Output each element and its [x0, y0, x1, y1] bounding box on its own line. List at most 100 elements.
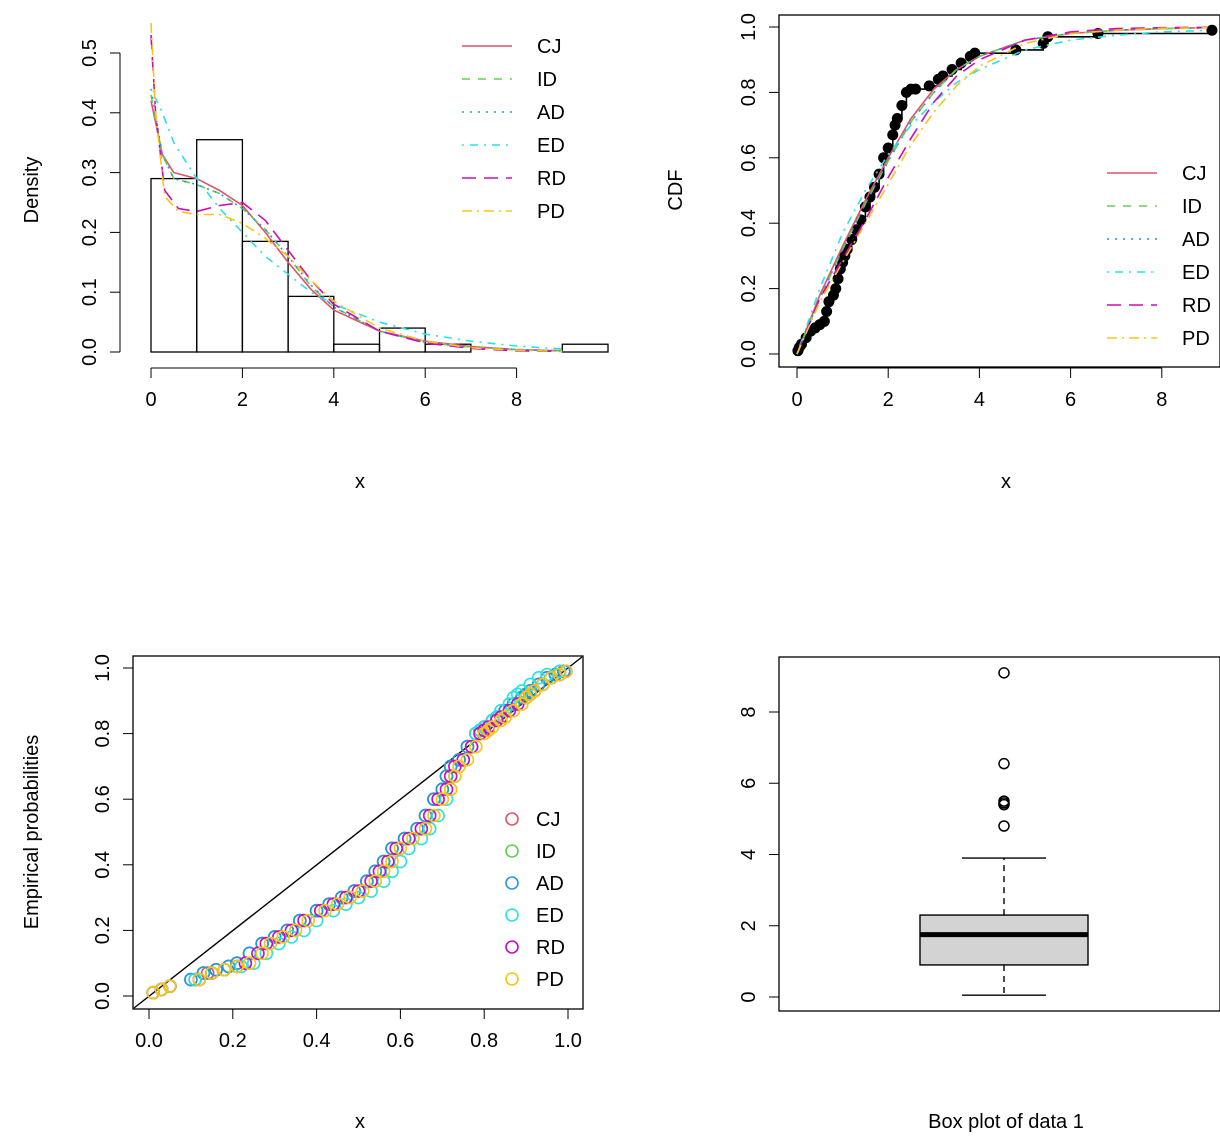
y-tick-label: 1.0 [92, 654, 114, 682]
y-tick-label: 1.0 [738, 13, 760, 41]
pp-point-pd [494, 713, 508, 728]
histogram-bar [241, 240, 289, 353]
pp-point-rd [464, 739, 479, 754]
empirical-cdf-point [887, 129, 899, 141]
empirical-cdf-point [882, 142, 894, 154]
pp-point-pd [443, 782, 458, 797]
pp-point-rd [238, 956, 253, 971]
density-curve-ad [150, 88, 563, 352]
density-curve-rd [150, 35, 563, 353]
pp-point-pd [460, 753, 475, 767]
outlier-point [998, 667, 1010, 679]
legend-label-pd: PD [537, 201, 565, 223]
cdf-curve-ed [796, 29, 1208, 355]
pp-point-ad [540, 671, 554, 685]
pp-point-pd [376, 864, 391, 879]
x-tick-label: 0 [145, 389, 156, 411]
pp-point-pd [498, 710, 512, 725]
pp-point-ad [309, 903, 324, 918]
pp-point-rd [473, 726, 487, 741]
y-tick-label: 0.8 [738, 78, 760, 106]
legend-label-id: ID [1182, 196, 1202, 218]
pp-plot-panel: 0.0 0.2 0.4 0.6 0.8 1.0 0.0 0.2 0.4 0.6 0.8 1.0 x Emp… [21, 654, 584, 1133]
pp-point-ed [477, 720, 492, 734]
pp-point-pd [330, 897, 345, 911]
cdf-curve-cj [796, 26, 1208, 355]
pp-point-rd [477, 723, 492, 738]
x-tick-label: 0 [791, 389, 802, 411]
y-tick-label: 0.3 [79, 159, 101, 187]
outlier-point [998, 757, 1010, 770]
pp-point-pd [205, 966, 219, 980]
pp-point-rd [326, 897, 341, 911]
pp-point-rd [401, 831, 416, 846]
legend-label-id: ID [537, 69, 557, 91]
pp-point-pd [276, 930, 290, 944]
pp-point-ad [322, 897, 336, 911]
y-tick-label: 0.4 [738, 209, 760, 237]
legend-label-ad: AD [536, 873, 564, 895]
pp-point-pd [469, 739, 483, 754]
pp-point-rd [389, 841, 404, 856]
legend-label-rd: RD [537, 168, 566, 190]
empirical-cdf-point [969, 47, 981, 59]
pp-point-rd [297, 913, 311, 928]
x-tick-label: 1.0 [554, 1030, 582, 1052]
histogram-bar [196, 139, 244, 353]
outlier-point [998, 795, 1010, 807]
cdf-curve-ad [796, 26, 1208, 355]
pp-point-pd [485, 720, 500, 734]
histogram-bar [333, 343, 381, 353]
pp-point-ed [234, 959, 248, 974]
pp-point-ad [385, 841, 399, 856]
pp-point-rd [351, 884, 366, 898]
pp-point-ed [552, 664, 567, 679]
empirical-cdf-point [821, 305, 833, 317]
pp-point-pd [519, 690, 533, 705]
y-tick-label: 0.0 [79, 338, 101, 366]
empirical-cdf-point [830, 283, 842, 295]
pp-point-pd [163, 979, 177, 993]
legend-key-cj [505, 812, 519, 826]
pp-point-ad [347, 884, 362, 898]
pp-point-rd [494, 710, 508, 725]
legend-key-ad [505, 876, 519, 890]
legend-label-cj: CJ [537, 36, 561, 58]
legend-label-rd: RD [536, 937, 565, 959]
pp-point-pd [527, 684, 542, 698]
y-axis-title: Empirical probabilities [21, 735, 43, 930]
pp-point-rd [313, 903, 328, 918]
legend-label-ad: AD [537, 102, 565, 124]
pp-point-ad [209, 962, 223, 977]
empirical-cdf-point [891, 113, 903, 125]
y-tick-label: 0.4 [92, 851, 114, 879]
x-tick-label: 8 [511, 389, 522, 411]
x-tick-label: 8 [1156, 389, 1167, 411]
pp-point-pd [452, 759, 466, 774]
cdf-curve-id [796, 26, 1208, 355]
x-tick-label: 0.4 [303, 1030, 331, 1052]
pp-point-rd [422, 808, 437, 823]
y-tick-label: 0.5 [79, 39, 101, 67]
pp-point-pd [559, 664, 573, 679]
pp-point-ed [431, 808, 445, 823]
cdf-curve-rd [796, 26, 1208, 355]
legend-label-ed: ED [536, 905, 564, 927]
legend-key-id [505, 844, 519, 858]
legend-label-cj: CJ [536, 809, 560, 831]
y-tick-label: 0.0 [92, 982, 114, 1010]
cdf-panel: 0 2 4 6 8 0.0 0.2 0.4 0.6 0.8 1.0 x CDF CJ ID AD ED RD PD [665, 13, 1220, 493]
y-tick-label: 8 [738, 706, 760, 717]
pp-point-ed [473, 723, 487, 738]
x-tick-label: 4 [328, 389, 339, 411]
legend-label-ed: ED [537, 135, 565, 157]
x-axis-title: Box plot of data 1 [928, 1111, 1084, 1133]
y-tick-label: 0.2 [738, 275, 760, 303]
y-tick-label: 0.0 [738, 340, 760, 368]
pp-point-pd [406, 831, 420, 846]
empirical-cdf-point [832, 273, 844, 285]
y-tick-label: 0 [738, 991, 760, 1002]
pp-point-pd [146, 985, 160, 1000]
x-tick-label: 2 [237, 389, 248, 411]
